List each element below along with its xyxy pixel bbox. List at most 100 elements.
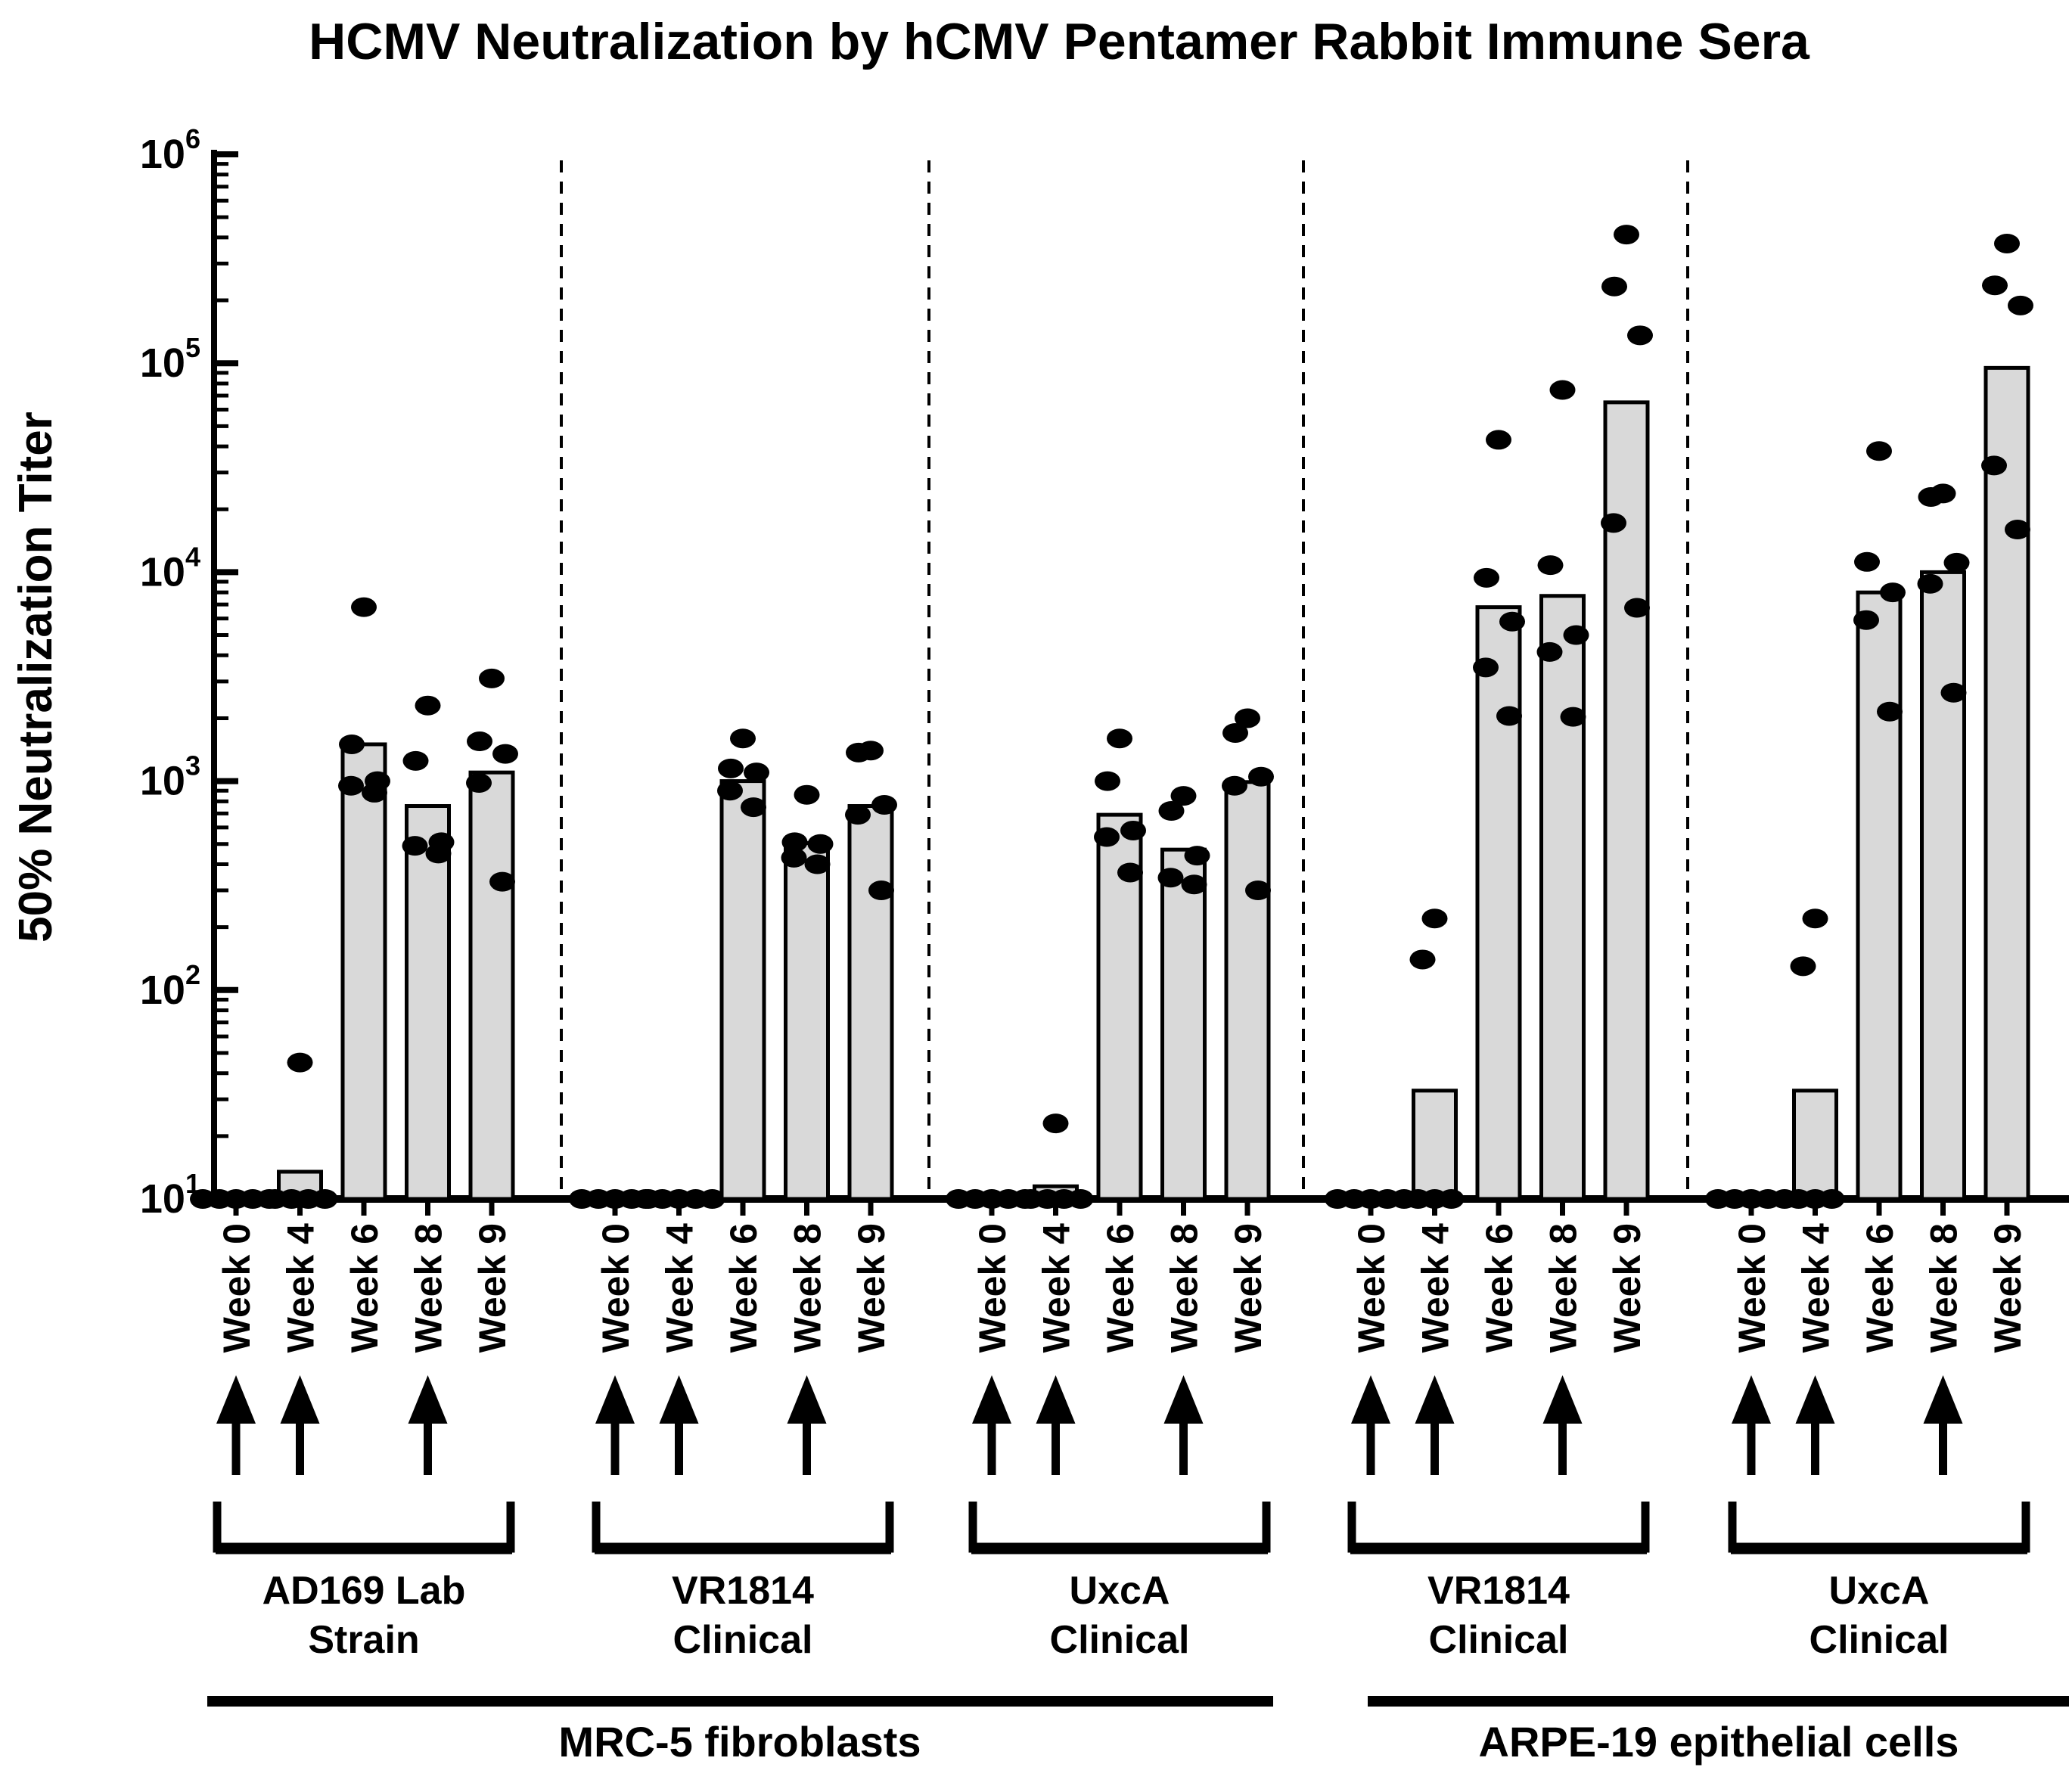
data-point [1601,276,1627,297]
week-label: Week 8 [1542,1223,1585,1353]
data-point [1496,706,1522,726]
data-point [1245,881,1271,901]
data-point [1158,801,1185,822]
bar-week9-group3 [1224,780,1271,1201]
bar-week8-group3 [1160,847,1207,1201]
data-point [1474,567,1499,588]
week-label: Week 4 [1036,1223,1078,1353]
week-label: Week 6 [343,1223,386,1353]
immunization-arrow-head [280,1375,320,1424]
data-point [1117,862,1143,883]
data-point [287,1052,313,1073]
data-point [1866,441,1892,461]
week-label: Week 9 [471,1223,514,1353]
immunization-arrow-head [972,1375,1011,1424]
y-axis-title: 50% Neutralization Titer [10,412,62,943]
data-point [466,773,492,794]
bar-week8-group2 [784,841,830,1201]
y-tick-label: 105 [140,332,200,386]
data-point [1094,827,1120,847]
data-point [1421,908,1448,929]
week-label: Week 6 [722,1223,765,1353]
group-label-line2: Clinical [1429,1618,1569,1662]
data-point [1614,225,1639,245]
immunization-arrow-head [1036,1375,1076,1424]
bar-week4-group4 [1412,1089,1458,1201]
data-point [1853,610,1879,630]
data-point [717,781,743,801]
data-point [1563,625,1589,645]
data-point [489,871,515,892]
data-point [2005,520,2030,540]
week-label: Week 8 [408,1223,450,1353]
data-point [415,695,441,716]
bar-week6-group2 [719,779,766,1201]
week-label: Week 9 [850,1223,893,1353]
week-label: Week 0 [216,1223,258,1353]
data-point [1107,728,1132,749]
bar-week8-group5 [1920,570,1966,1201]
data-point [1181,874,1207,895]
data-point [868,881,894,901]
week-label: Week 9 [1606,1223,1648,1353]
week-label: Week 0 [595,1223,637,1353]
data-point [1537,555,1564,576]
bar-week6-group4 [1475,605,1522,1201]
data-point [744,762,769,783]
week-label: Week 8 [787,1223,829,1353]
data-point [1222,775,1247,796]
data-point [1473,657,1499,678]
week-label: Week 6 [1099,1223,1142,1353]
panel-label-arpe19: ARPE-19 epithelial cells [1479,1718,1959,1766]
group-label-line1: UxcA [1829,1569,1930,1613]
bar-week9-group1 [468,770,515,1201]
data-point [339,734,365,754]
immunization-arrow-head [1163,1375,1204,1424]
y-tick-label: 102 [140,959,200,1013]
week-label: Week 4 [1795,1223,1837,1353]
week-label: Week 4 [659,1223,701,1353]
data-point [402,750,429,771]
data-point [1222,722,1248,743]
data-point [1943,552,1970,573]
chart-title: HCMV Neutralization by hCMV Pentamer Rab… [309,13,1810,70]
data-point [1248,766,1274,787]
data-point [1409,949,1436,970]
bar-week8-group4 [1539,594,1586,1201]
data-point [1170,786,1197,806]
data-point [846,742,871,762]
immunization-arrow-head [1351,1375,1390,1424]
group-label-line2: Strain [308,1618,419,1662]
group-label-line2: Clinical [1050,1618,1190,1662]
data-point [2008,295,2033,315]
data-point [794,784,820,805]
week-label: Week 0 [1350,1223,1393,1353]
data-point [338,775,364,796]
immunization-arrow-head [1795,1375,1835,1424]
data-point [1536,641,1563,662]
panel-label-mrc5: MRC-5 fibroblasts [558,1718,921,1766]
data-point [807,834,834,854]
plot-layer: 101 102 103 104 105 106 Week 0 Week 4 Week 6 Week… [140,123,2069,1707]
data-point [425,843,452,864]
data-point [718,758,744,778]
data-point [804,854,831,874]
group-label-line1: VR1814 [1427,1569,1570,1613]
group-label-line1: UxcA [1070,1569,1170,1613]
data-point-baseline [699,1189,725,1209]
y-tick-label: 101 [140,1168,200,1222]
week-label: Week 9 [1227,1223,1269,1353]
week-label: Week 0 [971,1223,1014,1353]
data-point [351,597,377,617]
data-point [1880,582,1906,603]
week-label: Week 6 [1478,1223,1521,1353]
immunization-arrow-head [1415,1375,1455,1424]
data-point [1802,908,1828,929]
week-label: Week 8 [1923,1223,1965,1353]
data-point [1917,573,1943,594]
bar-week6-group5 [1856,590,1903,1201]
data-point [1095,771,1120,791]
data-point [1940,682,1967,703]
data-point [1854,551,1880,572]
